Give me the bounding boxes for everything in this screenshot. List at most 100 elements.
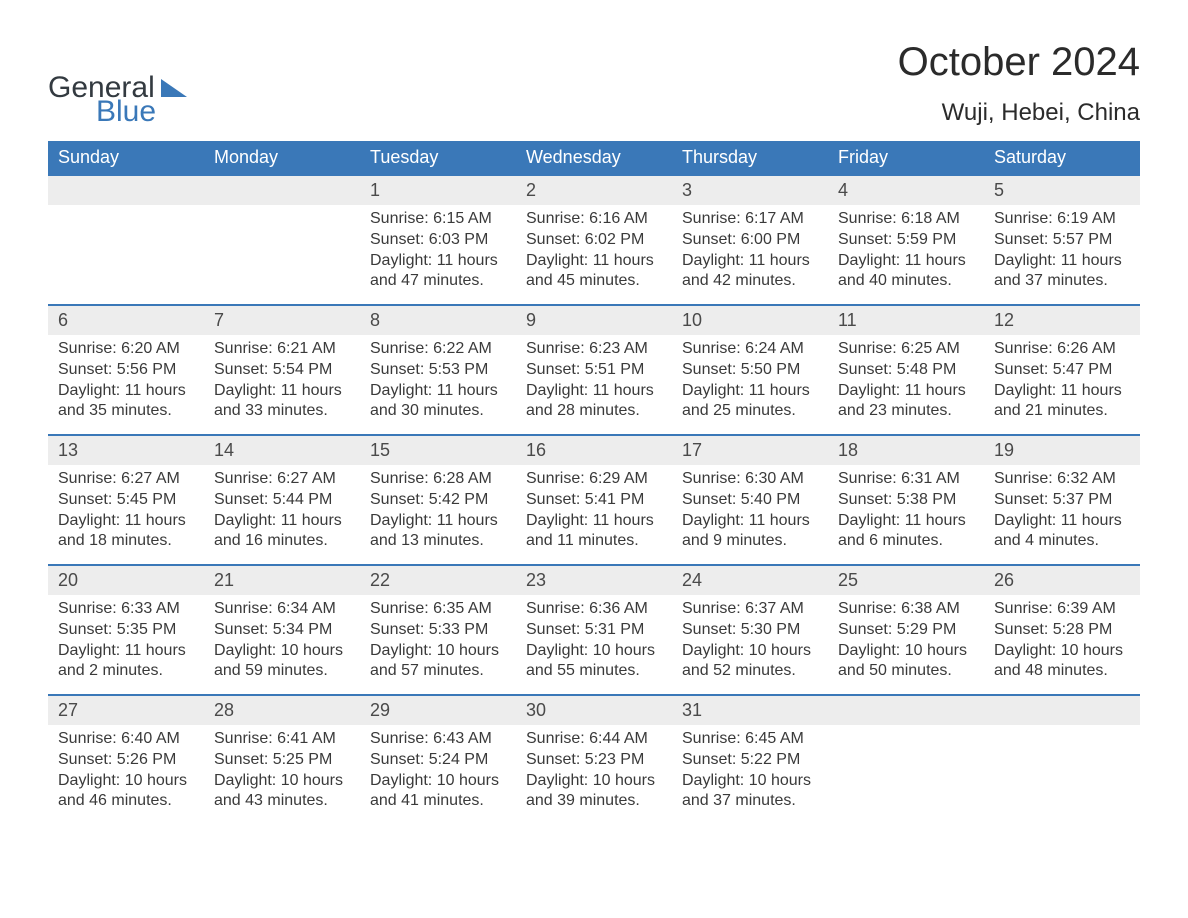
day-number: 7: [204, 306, 360, 335]
weekday-header: Friday: [828, 141, 984, 176]
daylight-line: Daylight: 11 hours and 28 minutes.: [526, 381, 662, 423]
daylight-line: Daylight: 11 hours and 47 minutes.: [370, 251, 506, 293]
day-details: Sunrise: 6:35 AMSunset: 5:33 PMDaylight:…: [360, 595, 516, 682]
calendar-day: 8Sunrise: 6:22 AMSunset: 5:53 PMDaylight…: [360, 306, 516, 434]
weekday-header: Monday: [204, 141, 360, 176]
calendar-day-empty: [204, 176, 360, 304]
daylight-line: Daylight: 10 hours and 43 minutes.: [214, 771, 350, 813]
day-number: 2: [516, 176, 672, 205]
day-number: 24: [672, 566, 828, 595]
sunrise-line: Sunrise: 6:34 AM: [214, 599, 350, 620]
day-details: Sunrise: 6:26 AMSunset: 5:47 PMDaylight:…: [984, 335, 1140, 422]
daylight-line: Daylight: 11 hours and 30 minutes.: [370, 381, 506, 423]
calendar-day: 19Sunrise: 6:32 AMSunset: 5:37 PMDayligh…: [984, 436, 1140, 564]
sunrise-line: Sunrise: 6:36 AM: [526, 599, 662, 620]
calendar-day: 5Sunrise: 6:19 AMSunset: 5:57 PMDaylight…: [984, 176, 1140, 304]
sunset-line: Sunset: 6:00 PM: [682, 230, 818, 251]
sunset-line: Sunset: 5:54 PM: [214, 360, 350, 381]
sunset-line: Sunset: 5:53 PM: [370, 360, 506, 381]
day-number: 15: [360, 436, 516, 465]
daylight-line: Daylight: 10 hours and 37 minutes.: [682, 771, 818, 813]
calendar: SundayMondayTuesdayWednesdayThursdayFrid…: [48, 141, 1140, 824]
day-number: [204, 176, 360, 205]
day-number: 3: [672, 176, 828, 205]
calendar-day: 18Sunrise: 6:31 AMSunset: 5:38 PMDayligh…: [828, 436, 984, 564]
sunset-line: Sunset: 5:47 PM: [994, 360, 1130, 381]
day-number: [48, 176, 204, 205]
weekday-header-row: SundayMondayTuesdayWednesdayThursdayFrid…: [48, 141, 1140, 176]
day-details: Sunrise: 6:16 AMSunset: 6:02 PMDaylight:…: [516, 205, 672, 292]
calendar-day: 3Sunrise: 6:17 AMSunset: 6:00 PMDaylight…: [672, 176, 828, 304]
day-details: Sunrise: 6:32 AMSunset: 5:37 PMDaylight:…: [984, 465, 1140, 552]
day-details: Sunrise: 6:28 AMSunset: 5:42 PMDaylight:…: [360, 465, 516, 552]
sunrise-line: Sunrise: 6:19 AM: [994, 209, 1130, 230]
calendar-day: 12Sunrise: 6:26 AMSunset: 5:47 PMDayligh…: [984, 306, 1140, 434]
day-number: 8: [360, 306, 516, 335]
sunset-line: Sunset: 5:29 PM: [838, 620, 974, 641]
daylight-line: Daylight: 11 hours and 16 minutes.: [214, 511, 350, 553]
page-header: General Blue October 2024 Wuji, Hebei, C…: [48, 40, 1140, 127]
day-number: 29: [360, 696, 516, 725]
day-number: 30: [516, 696, 672, 725]
sunset-line: Sunset: 5:44 PM: [214, 490, 350, 511]
day-number: 6: [48, 306, 204, 335]
daylight-line: Daylight: 11 hours and 9 minutes.: [682, 511, 818, 553]
calendar-day: 15Sunrise: 6:28 AMSunset: 5:42 PMDayligh…: [360, 436, 516, 564]
sunset-line: Sunset: 5:56 PM: [58, 360, 194, 381]
day-number: 20: [48, 566, 204, 595]
day-details: Sunrise: 6:21 AMSunset: 5:54 PMDaylight:…: [204, 335, 360, 422]
calendar-day: 23Sunrise: 6:36 AMSunset: 5:31 PMDayligh…: [516, 566, 672, 694]
day-number: 22: [360, 566, 516, 595]
weekday-header: Sunday: [48, 141, 204, 176]
sunset-line: Sunset: 5:33 PM: [370, 620, 506, 641]
day-details: Sunrise: 6:19 AMSunset: 5:57 PMDaylight:…: [984, 205, 1140, 292]
location-subtitle: Wuji, Hebei, China: [898, 99, 1140, 127]
day-number: 14: [204, 436, 360, 465]
daylight-line: Daylight: 11 hours and 37 minutes.: [994, 251, 1130, 293]
daylight-line: Daylight: 11 hours and 4 minutes.: [994, 511, 1130, 553]
daylight-line: Daylight: 11 hours and 18 minutes.: [58, 511, 194, 553]
sunrise-line: Sunrise: 6:40 AM: [58, 729, 194, 750]
daylight-line: Daylight: 11 hours and 40 minutes.: [838, 251, 974, 293]
brand-logo: General Blue: [48, 73, 187, 127]
weekday-header: Tuesday: [360, 141, 516, 176]
sunset-line: Sunset: 5:37 PM: [994, 490, 1130, 511]
day-details: Sunrise: 6:40 AMSunset: 5:26 PMDaylight:…: [48, 725, 204, 812]
sunset-line: Sunset: 5:59 PM: [838, 230, 974, 251]
day-number: 17: [672, 436, 828, 465]
calendar-week: 6Sunrise: 6:20 AMSunset: 5:56 PMDaylight…: [48, 304, 1140, 434]
day-details: Sunrise: 6:17 AMSunset: 6:00 PMDaylight:…: [672, 205, 828, 292]
calendar-day: 9Sunrise: 6:23 AMSunset: 5:51 PMDaylight…: [516, 306, 672, 434]
day-number: 21: [204, 566, 360, 595]
sunrise-line: Sunrise: 6:43 AM: [370, 729, 506, 750]
day-number: 19: [984, 436, 1140, 465]
day-details: Sunrise: 6:38 AMSunset: 5:29 PMDaylight:…: [828, 595, 984, 682]
calendar-day: 28Sunrise: 6:41 AMSunset: 5:25 PMDayligh…: [204, 696, 360, 824]
daylight-line: Daylight: 11 hours and 6 minutes.: [838, 511, 974, 553]
logo-triangle-icon: [161, 79, 187, 97]
daylight-line: Daylight: 10 hours and 41 minutes.: [370, 771, 506, 813]
day-number: [828, 696, 984, 725]
sunrise-line: Sunrise: 6:27 AM: [58, 469, 194, 490]
day-details: Sunrise: 6:20 AMSunset: 5:56 PMDaylight:…: [48, 335, 204, 422]
day-details: Sunrise: 6:23 AMSunset: 5:51 PMDaylight:…: [516, 335, 672, 422]
day-number: 5: [984, 176, 1140, 205]
calendar-day-empty: [984, 696, 1140, 824]
daylight-line: Daylight: 11 hours and 42 minutes.: [682, 251, 818, 293]
logo-text-blue: Blue: [96, 97, 187, 127]
sunset-line: Sunset: 5:30 PM: [682, 620, 818, 641]
day-details: Sunrise: 6:24 AMSunset: 5:50 PMDaylight:…: [672, 335, 828, 422]
sunrise-line: Sunrise: 6:45 AM: [682, 729, 818, 750]
day-number: 28: [204, 696, 360, 725]
sunset-line: Sunset: 5:57 PM: [994, 230, 1130, 251]
daylight-line: Daylight: 11 hours and 23 minutes.: [838, 381, 974, 423]
sunrise-line: Sunrise: 6:20 AM: [58, 339, 194, 360]
day-number: 23: [516, 566, 672, 595]
sunrise-line: Sunrise: 6:24 AM: [682, 339, 818, 360]
month-title: October 2024: [898, 40, 1140, 85]
calendar-day: 20Sunrise: 6:33 AMSunset: 5:35 PMDayligh…: [48, 566, 204, 694]
sunset-line: Sunset: 5:45 PM: [58, 490, 194, 511]
day-number: 25: [828, 566, 984, 595]
day-details: Sunrise: 6:43 AMSunset: 5:24 PMDaylight:…: [360, 725, 516, 812]
sunset-line: Sunset: 5:48 PM: [838, 360, 974, 381]
